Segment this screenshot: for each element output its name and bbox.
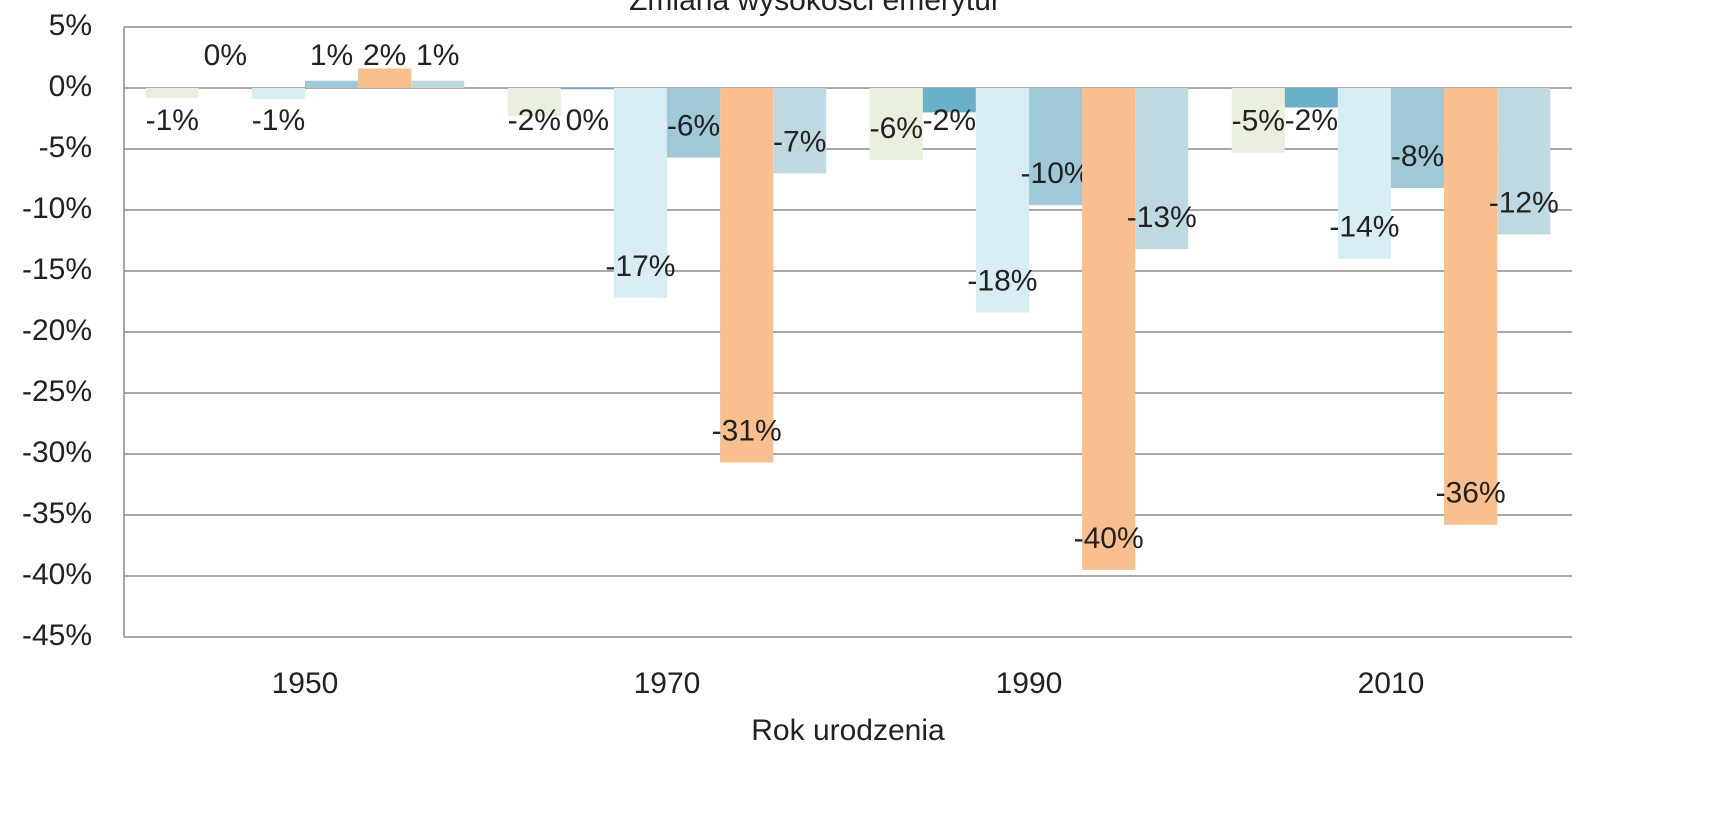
data-label: -10% xyxy=(1021,157,1091,190)
data-label: -36% xyxy=(1436,477,1506,510)
x-tick-label: 1950 xyxy=(272,667,339,700)
data-label: -2% xyxy=(508,104,561,137)
bar xyxy=(1337,88,1391,259)
y-tick-label: 5% xyxy=(49,9,92,42)
y-tick-label: -40% xyxy=(22,558,92,591)
bar xyxy=(1284,88,1338,108)
x-tick-label: 1970 xyxy=(634,667,701,700)
y-tick-label: -20% xyxy=(22,314,92,347)
bar xyxy=(1444,88,1498,525)
y-tick-label: -25% xyxy=(22,375,92,408)
data-label: 2% xyxy=(363,39,406,72)
bar xyxy=(507,88,561,117)
bar xyxy=(305,80,359,88)
data-label: -1% xyxy=(146,104,199,137)
bar xyxy=(922,88,976,113)
data-label: -40% xyxy=(1074,522,1144,555)
data-label: -31% xyxy=(712,414,782,447)
y-tick-label: -15% xyxy=(22,253,92,286)
x-axis-label: Rok urodzenia xyxy=(751,714,945,747)
bar xyxy=(975,88,1029,313)
data-label: -6% xyxy=(667,109,720,142)
bar xyxy=(1082,88,1136,570)
y-tick-label: -5% xyxy=(39,131,92,164)
bar xyxy=(1497,88,1551,235)
data-label: -8% xyxy=(1391,140,1444,173)
bar xyxy=(560,88,614,90)
data-label: -2% xyxy=(1285,104,1338,137)
bar xyxy=(1135,88,1189,250)
y-tick-label: -30% xyxy=(22,436,92,469)
bar xyxy=(411,80,465,88)
y-tick-label: -35% xyxy=(22,497,92,530)
data-label: -5% xyxy=(1232,105,1285,138)
y-tick-label: 0% xyxy=(49,70,92,103)
bar xyxy=(1029,88,1083,206)
bar xyxy=(358,68,412,88)
chart-title: Zmiana wysokości emerytur xyxy=(629,0,1001,17)
data-label: -6% xyxy=(870,112,923,145)
bar xyxy=(251,88,305,99)
data-label: -18% xyxy=(967,264,1037,297)
data-label: 1% xyxy=(416,39,459,72)
data-label: -2% xyxy=(923,104,976,137)
x-tick-label: 2010 xyxy=(1358,667,1425,700)
data-label: -7% xyxy=(773,125,826,158)
y-tick-label: -10% xyxy=(22,192,92,225)
data-label: -13% xyxy=(1127,201,1197,234)
bar xyxy=(613,88,667,298)
data-label: 0% xyxy=(566,104,609,137)
data-label: -1% xyxy=(252,104,305,137)
y-tick-label: -45% xyxy=(22,619,92,652)
data-label: -14% xyxy=(1329,211,1399,244)
data-label: -17% xyxy=(605,250,675,283)
bar xyxy=(869,88,923,160)
bar xyxy=(1391,88,1445,189)
bar xyxy=(145,88,199,98)
bar xyxy=(720,88,774,463)
data-label: 1% xyxy=(310,39,353,72)
bar xyxy=(773,88,827,174)
x-tick-label: 1990 xyxy=(996,667,1063,700)
data-label: -12% xyxy=(1489,186,1559,219)
bar xyxy=(667,88,721,158)
data-label: 0% xyxy=(204,39,247,72)
bar xyxy=(1231,88,1285,153)
